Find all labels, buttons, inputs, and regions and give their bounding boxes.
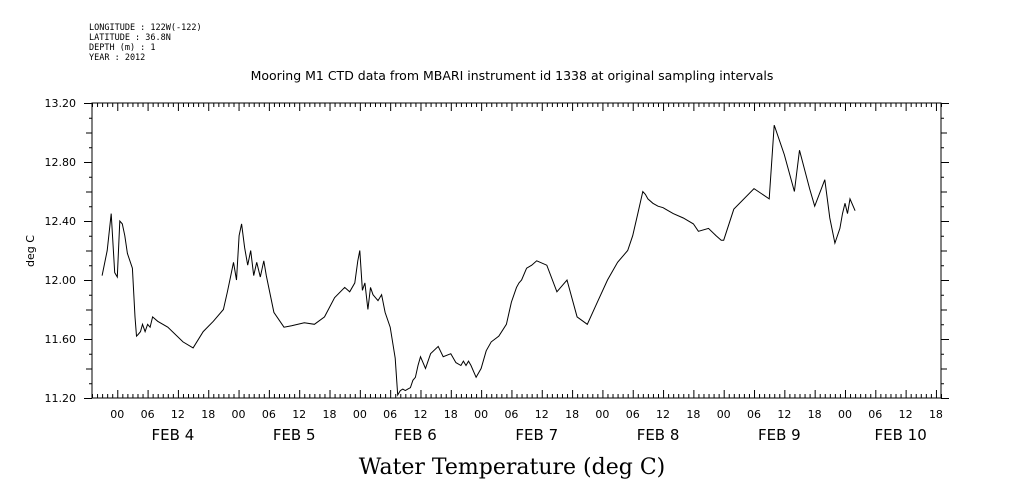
x-tick-label: 00 <box>110 408 124 421</box>
x-tick-label: 06 <box>383 408 397 421</box>
x-day-label: FEB 6 <box>394 426 437 444</box>
x-tick-label: 00 <box>717 408 731 421</box>
x-tick-label: 06 <box>747 408 761 421</box>
x-tick-label: 00 <box>353 408 367 421</box>
y-axis-label: deg C <box>24 235 37 267</box>
x-tick-label: 06 <box>868 408 882 421</box>
x-tick-label: 12 <box>292 408 306 421</box>
x-day-label: FEB 10 <box>874 426 926 444</box>
y-tick-label: 13.20 <box>45 97 77 110</box>
x-tick-label: 00 <box>474 408 488 421</box>
x-tick-label: 00 <box>232 408 246 421</box>
x-tick-label: 18 <box>565 408 579 421</box>
x-day-label: FEB 7 <box>515 426 558 444</box>
header-metadata: LONGITUDE : 122W(-122) LATITUDE : 36.8N … <box>89 23 202 63</box>
header-line: DEPTH (m) : 1 <box>89 43 156 53</box>
x-tick-label: 18 <box>808 408 822 421</box>
chart-title: Mooring M1 CTD data from MBARI instrumen… <box>251 68 774 83</box>
x-tick-label: 06 <box>262 408 276 421</box>
x-axis-label: Water Temperature (deg C) <box>359 455 666 480</box>
header-line: YEAR : 2012 <box>89 53 145 63</box>
header-line: LATITUDE : 36.8N <box>89 33 171 43</box>
x-tick-label: 06 <box>504 408 518 421</box>
x-tick-label: 12 <box>535 408 549 421</box>
y-tick-label: 12.40 <box>45 215 77 228</box>
y-tick-label: 11.20 <box>45 392 77 405</box>
x-day-label: FEB 9 <box>758 426 801 444</box>
y-tick-label: 11.60 <box>45 333 77 346</box>
x-tick-label: 12 <box>899 408 913 421</box>
header-line: LONGITUDE : 122W(-122) <box>89 23 202 33</box>
x-tick-label: 06 <box>141 408 155 421</box>
x-tick-label: 12 <box>413 408 427 421</box>
x-tick-label: 18 <box>444 408 458 421</box>
x-tick-label: 00 <box>595 408 609 421</box>
x-tick-label: 18 <box>929 408 943 421</box>
x-tick-label: 18 <box>201 408 215 421</box>
y-tick-label: 12.00 <box>45 274 77 287</box>
axis-tick-labels: 00 06 12 18 00 06 12 18 00 06 12 18 00 06 12 18 00 06 12 18… <box>45 97 943 444</box>
x-day-label: FEB 5 <box>273 426 316 444</box>
x-tick-label: 18 <box>686 408 700 421</box>
x-day-label: FEB 8 <box>637 426 680 444</box>
x-day-label: FEB 4 <box>152 426 195 444</box>
x-tick-label: 18 <box>323 408 337 421</box>
x-tick-label: 00 <box>838 408 852 421</box>
y-tick-label: 12.80 <box>45 156 77 169</box>
x-tick-label: 12 <box>777 408 791 421</box>
axis-ticks <box>84 103 949 399</box>
plot-frame <box>91 102 942 399</box>
temperature-series-line <box>101 124 856 397</box>
x-tick-label: 12 <box>171 408 185 421</box>
x-tick-label: 12 <box>656 408 670 421</box>
x-tick-label: 06 <box>626 408 640 421</box>
